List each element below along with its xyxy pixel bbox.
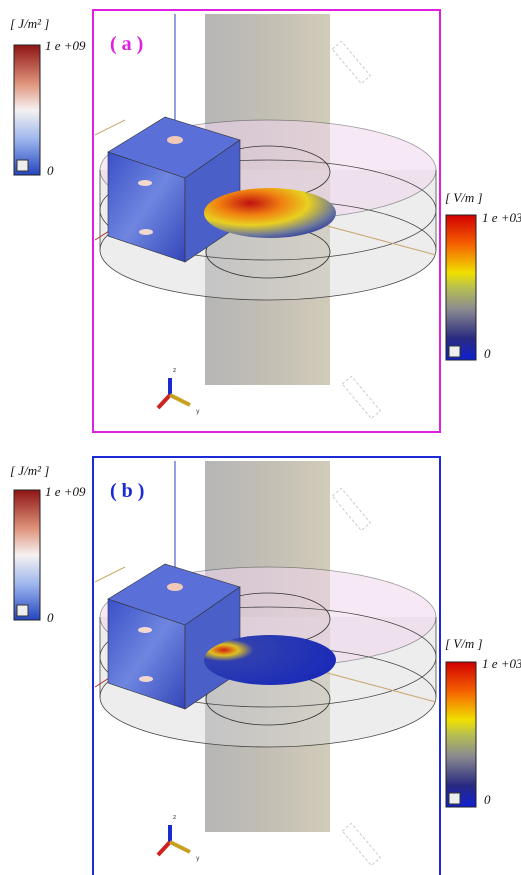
- legend-min: 0: [47, 610, 54, 625]
- legend-max: 1 e +09: [45, 484, 86, 499]
- figure: ( a ) z y [ J/m² ] 1 e +09 0 [ V/m ] 1 e…: [0, 0, 521, 875]
- axis-label: z: [173, 367, 176, 374]
- colorbar-icon: [449, 346, 460, 357]
- legend-unit: [ J/m² ]: [10, 16, 49, 31]
- legend-unit: [ J/m² ]: [10, 463, 49, 478]
- legend-unit: [ V/m ]: [445, 636, 483, 651]
- legend-min: 0: [47, 163, 54, 178]
- axis-label: z: [173, 814, 176, 821]
- axis-label: y: [196, 855, 200, 862]
- axis-label: y: [196, 408, 200, 415]
- legend-max: 1 e +03: [482, 656, 521, 671]
- colorbar: [14, 490, 40, 620]
- legend-max: 1 e +03: [482, 210, 521, 225]
- colorbar: [14, 45, 40, 175]
- colorbar: [446, 662, 476, 807]
- colorbar-icon: [17, 605, 28, 616]
- panel-label: ( b ): [110, 480, 144, 502]
- colorbar: [446, 215, 476, 360]
- field-disk: [204, 188, 336, 238]
- legend-max: 1 e +09: [45, 38, 86, 53]
- panel-b: ( b ) z y [ J/m² ] 1 e +09 0 [ V/m ] 1 e…: [10, 457, 521, 875]
- panel-label: ( a ): [110, 33, 143, 55]
- legend-unit: [ V/m ]: [445, 190, 483, 205]
- legend-min: 0: [484, 792, 491, 807]
- field-disk: [204, 635, 336, 685]
- panel-a: ( a ) z y [ J/m² ] 1 e +09 0 [ V/m ] 1 e…: [10, 10, 521, 432]
- colorbar-icon: [17, 160, 28, 171]
- legend-min: 0: [484, 346, 491, 361]
- colorbar-icon: [449, 793, 460, 804]
